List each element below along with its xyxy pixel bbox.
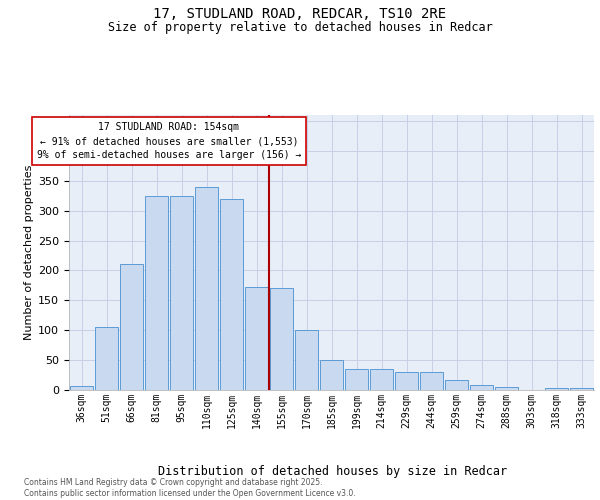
Bar [470, 385, 493, 390]
Bar [245, 287, 268, 390]
Bar [320, 360, 343, 390]
Text: Distribution of detached houses by size in Redcar: Distribution of detached houses by size … [158, 464, 508, 477]
Bar [120, 264, 143, 390]
Bar [95, 326, 118, 390]
Bar [270, 288, 293, 390]
Text: Size of property relative to detached houses in Redcar: Size of property relative to detached ho… [107, 21, 493, 34]
Bar [145, 196, 168, 390]
Bar [570, 388, 593, 390]
Text: Contains HM Land Registry data © Crown copyright and database right 2025.
Contai: Contains HM Land Registry data © Crown c… [24, 478, 356, 498]
Y-axis label: Number of detached properties: Number of detached properties [24, 165, 34, 340]
Bar [345, 369, 368, 390]
Bar [545, 388, 568, 390]
Text: 17 STUDLAND ROAD: 154sqm
← 91% of detached houses are smaller (1,553)
9% of semi: 17 STUDLAND ROAD: 154sqm ← 91% of detach… [37, 122, 301, 160]
Bar [295, 330, 318, 390]
Bar [420, 372, 443, 390]
Bar [495, 387, 518, 390]
Bar [395, 372, 418, 390]
Text: 17, STUDLAND ROAD, REDCAR, TS10 2RE: 17, STUDLAND ROAD, REDCAR, TS10 2RE [154, 8, 446, 22]
Bar [170, 196, 193, 390]
Bar [445, 380, 468, 390]
Bar [370, 369, 393, 390]
Bar [220, 198, 243, 390]
Bar [195, 186, 218, 390]
Bar [70, 386, 93, 390]
